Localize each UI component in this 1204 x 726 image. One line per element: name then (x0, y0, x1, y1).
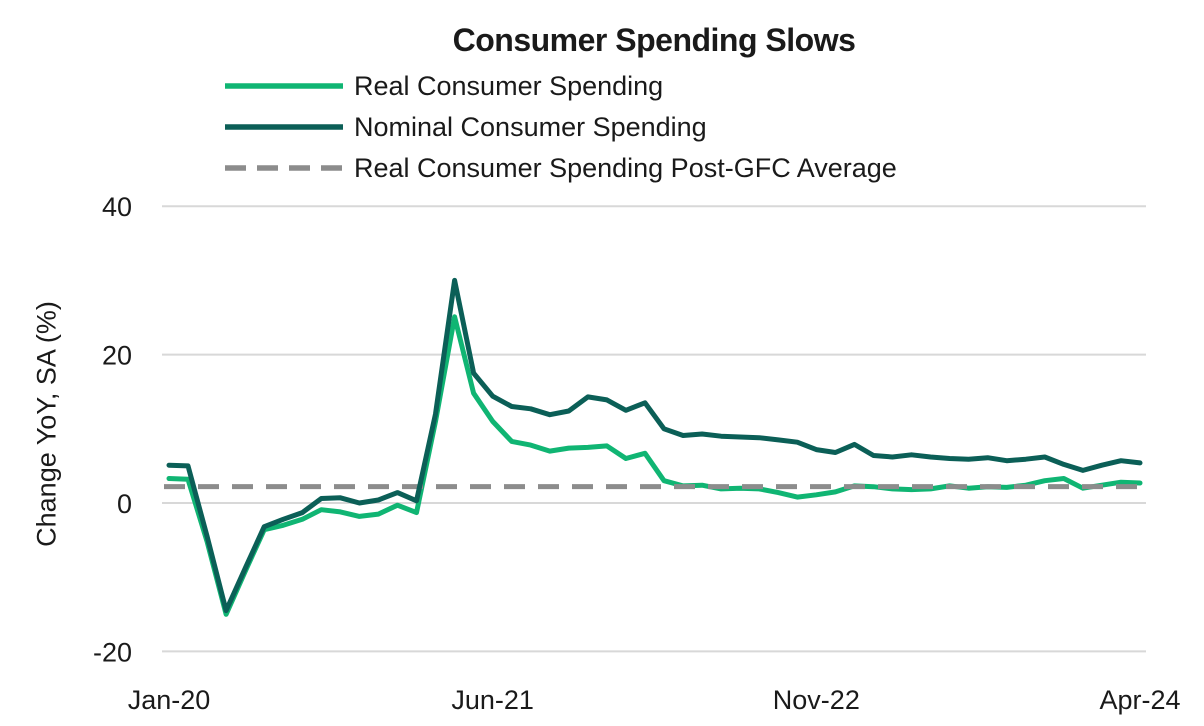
legend-label-average: Real Consumer Spending Post-GFC Average (354, 152, 897, 183)
legend-label-real: Real Consumer Spending (354, 70, 664, 101)
real-consumer-spending-line (166, 314, 1143, 617)
x-tick-label-Jun-21: Jun-21 (451, 685, 534, 715)
legend-item-real: Real Consumer Spending (225, 70, 897, 102)
y-tick-label-40: 40 (102, 192, 132, 222)
chart-title: Consumer Spending Slows (452, 22, 856, 58)
y-tick-label-20: 20 (102, 341, 132, 371)
legend-item-nominal: Nominal Consumer Spending (225, 111, 897, 143)
nominal-consumer-spending-line (166, 277, 1143, 614)
y-tick-label--20: -20 (93, 637, 132, 667)
legend-item-average: Real Consumer Spending Post-GFC Average (225, 152, 897, 184)
x-tick-label-Jan-20: Jan-20 (128, 685, 211, 715)
legend-swatch-real-line (225, 83, 343, 89)
legend-swatch-nominal-line (225, 124, 343, 130)
x-tick-label-Apr-24: Apr-24 (1099, 685, 1180, 715)
chart-legend: Real Consumer Spending Nominal Consumer … (225, 70, 897, 193)
y-tick-label-0: 0 (117, 489, 132, 519)
x-tick-label-Nov-22: Nov-22 (773, 685, 860, 715)
legend-label-nominal: Nominal Consumer Spending (354, 111, 707, 142)
legend-swatch-average-dashed-line (225, 165, 343, 171)
